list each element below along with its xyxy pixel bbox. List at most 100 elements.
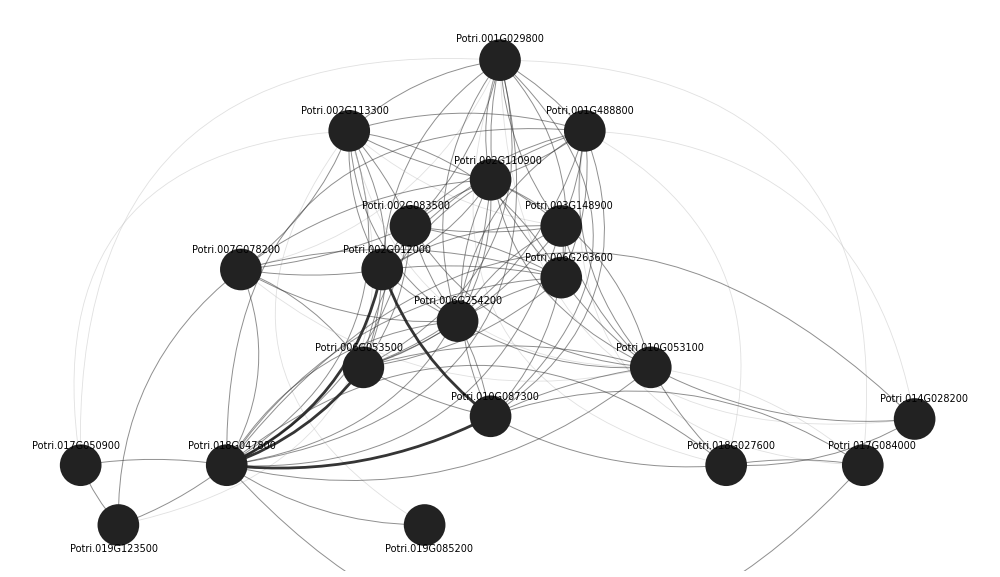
FancyArrowPatch shape xyxy=(461,182,489,414)
Text: Potri.002G012000: Potri.002G012000 xyxy=(343,245,431,255)
FancyArrowPatch shape xyxy=(229,369,649,481)
FancyArrowPatch shape xyxy=(364,181,488,365)
FancyArrowPatch shape xyxy=(493,418,723,467)
FancyArrowPatch shape xyxy=(229,228,410,464)
Point xyxy=(341,126,357,136)
FancyArrowPatch shape xyxy=(411,228,456,319)
Point xyxy=(402,222,418,231)
Text: Potri.018G047800: Potri.018G047800 xyxy=(188,440,275,451)
FancyArrowPatch shape xyxy=(80,58,497,462)
FancyArrowPatch shape xyxy=(351,133,386,365)
FancyArrowPatch shape xyxy=(562,134,587,275)
Text: Potri.017G050900: Potri.017G050900 xyxy=(32,440,120,451)
FancyArrowPatch shape xyxy=(412,228,648,367)
Point xyxy=(855,460,871,470)
Text: Potri.002G110900: Potri.002G110900 xyxy=(454,156,542,166)
Text: Potri.017G084000: Potri.017G084000 xyxy=(828,440,916,451)
FancyArrowPatch shape xyxy=(486,63,499,177)
Point xyxy=(483,175,499,185)
FancyArrowPatch shape xyxy=(493,133,583,179)
FancyArrowPatch shape xyxy=(244,63,499,269)
Point xyxy=(110,520,126,530)
FancyArrowPatch shape xyxy=(458,132,582,319)
FancyArrowPatch shape xyxy=(229,365,724,463)
FancyArrowPatch shape xyxy=(443,62,498,319)
FancyArrowPatch shape xyxy=(351,61,497,129)
FancyArrowPatch shape xyxy=(502,62,566,275)
FancyArrowPatch shape xyxy=(243,180,488,268)
FancyArrowPatch shape xyxy=(459,324,490,414)
Point xyxy=(233,265,249,274)
FancyArrowPatch shape xyxy=(121,133,373,524)
Text: Potri.010G053100: Potri.010G053100 xyxy=(616,343,704,353)
FancyArrowPatch shape xyxy=(118,271,239,522)
FancyArrowPatch shape xyxy=(228,252,913,463)
FancyArrowPatch shape xyxy=(459,182,491,319)
Text: Potri.010G087300: Potri.010G087300 xyxy=(451,392,539,402)
FancyArrowPatch shape xyxy=(352,113,582,130)
FancyArrowPatch shape xyxy=(229,369,362,464)
FancyArrowPatch shape xyxy=(275,133,422,523)
FancyArrowPatch shape xyxy=(500,63,912,424)
FancyArrowPatch shape xyxy=(385,266,559,277)
FancyArrowPatch shape xyxy=(229,133,369,464)
FancyArrowPatch shape xyxy=(352,132,488,179)
FancyArrowPatch shape xyxy=(229,467,422,525)
Point xyxy=(718,460,734,470)
Point xyxy=(553,222,569,231)
FancyArrowPatch shape xyxy=(413,226,559,232)
Point xyxy=(643,363,659,372)
FancyArrowPatch shape xyxy=(244,270,379,275)
FancyArrowPatch shape xyxy=(366,369,488,415)
Text: Potri.019G085200: Potri.019G085200 xyxy=(385,544,473,553)
FancyArrowPatch shape xyxy=(243,271,362,365)
FancyArrowPatch shape xyxy=(412,132,582,224)
FancyArrowPatch shape xyxy=(121,467,225,524)
Text: Potri.002G113300: Potri.002G113300 xyxy=(301,106,388,115)
FancyArrowPatch shape xyxy=(413,226,559,276)
FancyArrowPatch shape xyxy=(459,227,559,319)
Point xyxy=(73,460,89,470)
FancyArrowPatch shape xyxy=(460,323,648,368)
FancyArrowPatch shape xyxy=(562,228,649,365)
FancyArrowPatch shape xyxy=(244,249,559,277)
FancyArrowPatch shape xyxy=(383,272,488,415)
FancyArrowPatch shape xyxy=(579,133,649,365)
Point xyxy=(417,520,433,530)
Text: Potri.002G083500: Potri.002G083500 xyxy=(362,201,450,211)
Point xyxy=(553,273,569,282)
FancyArrowPatch shape xyxy=(243,271,455,322)
Point xyxy=(355,363,371,372)
FancyArrowPatch shape xyxy=(83,459,224,465)
FancyArrowPatch shape xyxy=(351,133,558,226)
FancyArrowPatch shape xyxy=(493,181,650,365)
FancyArrowPatch shape xyxy=(228,321,455,463)
Point xyxy=(492,55,508,65)
FancyArrowPatch shape xyxy=(227,129,582,462)
FancyArrowPatch shape xyxy=(366,133,584,366)
FancyArrowPatch shape xyxy=(352,131,560,275)
FancyArrowPatch shape xyxy=(473,63,723,464)
FancyArrowPatch shape xyxy=(366,228,560,366)
Point xyxy=(219,460,235,470)
FancyArrowPatch shape xyxy=(366,346,648,366)
FancyArrowPatch shape xyxy=(365,228,410,365)
Text: Potri.001G029800: Potri.001G029800 xyxy=(456,34,544,44)
FancyArrowPatch shape xyxy=(230,228,560,466)
FancyArrowPatch shape xyxy=(243,271,648,381)
Point xyxy=(907,414,923,424)
FancyArrowPatch shape xyxy=(493,181,559,224)
FancyArrowPatch shape xyxy=(562,134,585,223)
FancyArrowPatch shape xyxy=(244,227,408,269)
FancyArrowPatch shape xyxy=(229,182,490,465)
FancyArrowPatch shape xyxy=(366,63,512,366)
FancyArrowPatch shape xyxy=(382,62,498,267)
FancyArrowPatch shape xyxy=(493,391,860,464)
FancyArrowPatch shape xyxy=(493,133,605,415)
FancyArrowPatch shape xyxy=(413,181,488,224)
FancyArrowPatch shape xyxy=(351,133,409,223)
FancyArrowPatch shape xyxy=(729,460,860,465)
FancyArrowPatch shape xyxy=(588,131,914,416)
Text: Potri.007G078200: Potri.007G078200 xyxy=(192,245,280,255)
FancyArrowPatch shape xyxy=(563,280,649,366)
